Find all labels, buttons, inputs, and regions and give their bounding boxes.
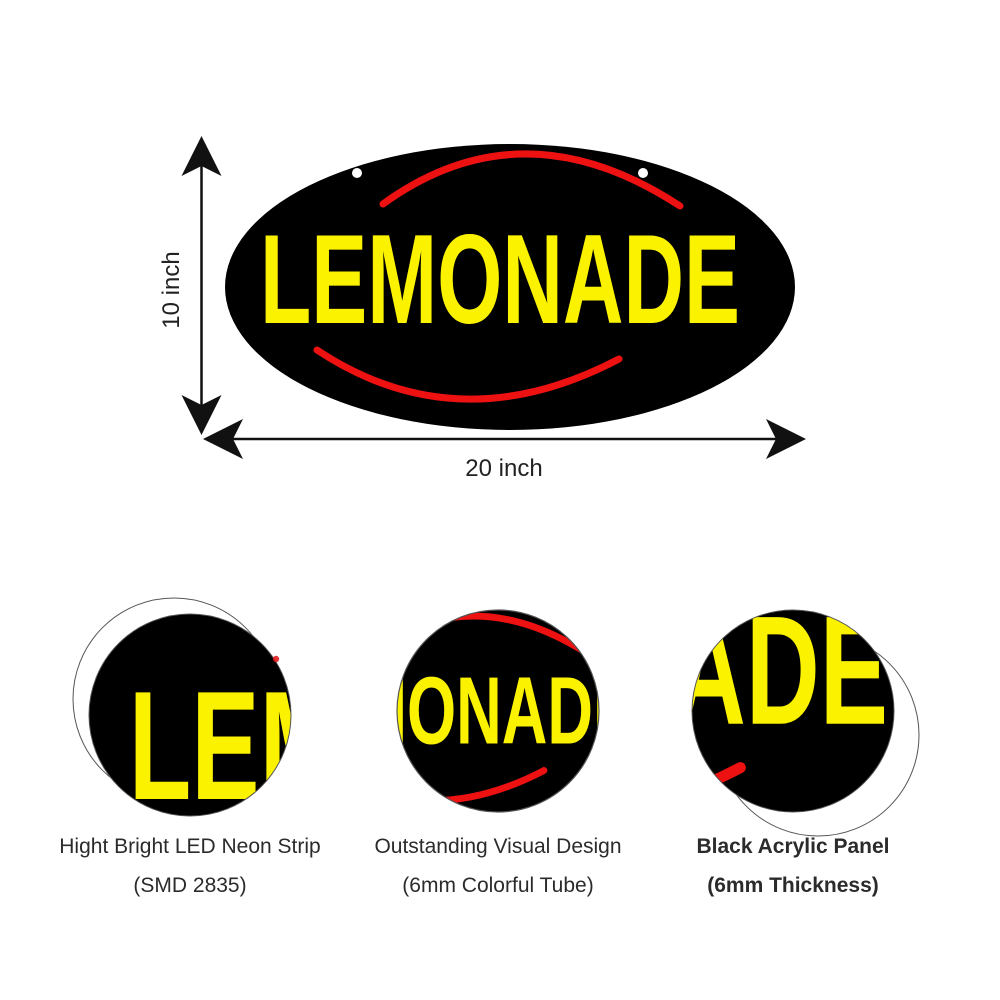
svg-text:LEMONADE: LEMONADE [260,208,740,350]
svg-text:LEMONADE: LEMONADE [274,657,635,764]
